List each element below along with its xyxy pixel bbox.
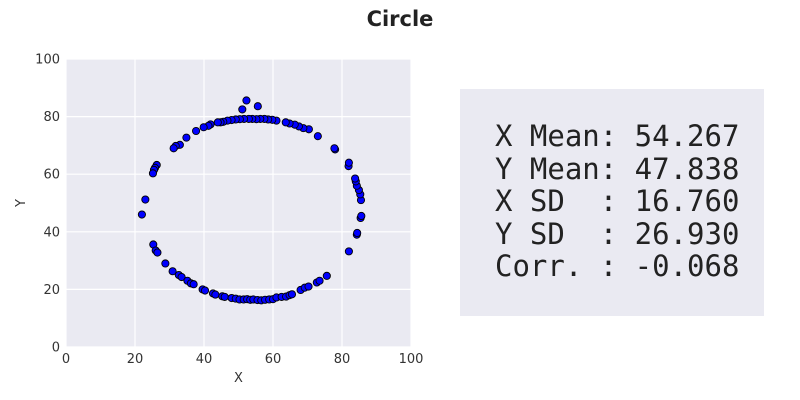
scatter-point <box>168 267 177 276</box>
scatter-point <box>177 272 186 282</box>
scatter-point <box>169 144 178 153</box>
scatter-point <box>220 292 229 301</box>
scatter-point <box>137 210 146 219</box>
scatter-point <box>344 158 353 167</box>
scatter-point <box>242 96 251 105</box>
scatter-point <box>200 286 210 295</box>
scatter-point <box>192 126 201 136</box>
scatter-point <box>313 132 322 141</box>
x-tick-labels: 0 20 40 60 80 100 <box>62 352 424 367</box>
x-tick-label: 0 <box>62 352 70 367</box>
scatter-point <box>238 105 247 114</box>
chart-title: Circle <box>367 7 434 31</box>
summary-stats-panel: X Mean: 54.267 Y Mean: 47.838 X SD : 16.… <box>460 89 764 316</box>
scatter-points <box>137 96 366 305</box>
y-tick-label: 40 <box>43 225 60 240</box>
scatter-point <box>141 195 150 204</box>
scatter-point <box>315 276 324 285</box>
scatter-point <box>153 248 162 257</box>
x-tick-label: 100 <box>399 352 424 367</box>
stat-y-mean: Y Mean: 47.838 <box>495 151 740 186</box>
y-tick-labels: 0 20 40 60 80 100 <box>35 53 60 356</box>
x-tick-label: 80 <box>334 352 351 367</box>
stat-y-sd: Y SD : 26.930 <box>495 216 740 251</box>
y-tick-label: 100 <box>35 53 60 68</box>
scatter-point <box>253 102 262 111</box>
scatter-point <box>351 174 360 183</box>
scatter-point <box>213 118 222 127</box>
scatter-point <box>344 247 353 256</box>
scatter-point <box>357 211 366 221</box>
scatter-point <box>322 271 331 280</box>
scatter-point <box>281 118 290 127</box>
x-axis-label: X <box>234 371 243 386</box>
scatter-point <box>330 144 339 153</box>
scatter-point <box>211 290 220 299</box>
scatter-point <box>287 290 297 299</box>
scatter-point <box>199 123 208 132</box>
stat-correlation: Corr. : -0.068 <box>495 249 740 283</box>
y-tick-label: 0 <box>52 341 60 356</box>
x-tick-label: 60 <box>265 352 282 367</box>
x-tick-label: 20 <box>127 352 144 367</box>
stat-x-mean: X Mean: 54.267 <box>495 119 740 153</box>
scatter-point <box>161 259 170 268</box>
y-tick-label: 20 <box>43 283 60 298</box>
scatter-point <box>353 228 362 237</box>
y-axis-label: Y <box>14 199 29 208</box>
scatter-point <box>148 169 157 178</box>
y-tick-label: 60 <box>43 168 60 183</box>
scatter-point <box>182 133 191 142</box>
y-tick-label: 80 <box>43 110 60 125</box>
stat-x-sd: X SD : 16.760 <box>495 184 740 218</box>
x-tick-label: 40 <box>196 352 213 367</box>
scatter-point <box>304 282 313 291</box>
scatter-point <box>189 280 198 289</box>
